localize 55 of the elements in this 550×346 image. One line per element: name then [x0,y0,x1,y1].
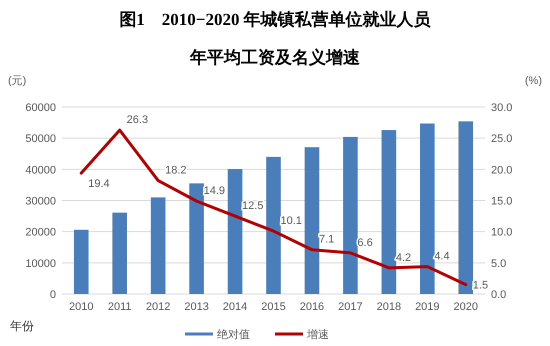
x-tick-label: 2010 [68,301,94,313]
y-tick-label: 10000 [25,258,56,270]
y2-tick-label: 25.0 [491,133,512,146]
data-label: 12.5 [242,200,264,212]
x-tick-label: 2017 [338,301,363,313]
data-label: 18.2 [165,164,187,177]
legend-label: 绝对值 [217,328,250,341]
x-tick-label: 2018 [376,301,402,313]
chart-subtitle: 年平均工资及名义增速 [189,48,360,67]
x-tick-label: 2015 [261,301,286,313]
line-series [80,128,468,286]
y-tick-label: 40000 [25,164,56,176]
bar [228,169,242,294]
data-label: 26.3 [126,114,148,126]
x-tick-label: 2011 [108,301,132,313]
y-tick-label: 50000 [25,133,56,146]
data-label: 19.4 [88,178,110,190]
y2-tick-label: 15.0 [491,196,512,208]
x-tick-label: 2014 [222,301,248,313]
x-tick-label: 2013 [184,301,209,313]
y-tick-label: 20000 [25,226,56,239]
data-label: 6.6 [357,236,373,249]
bar [420,124,435,294]
y2-tick-label: 0.0 [491,289,506,301]
y2-tick-label: 10.0 [491,226,512,239]
x-axis-title: 年份 [10,319,34,333]
y-tick-label: 30000 [25,196,56,208]
y2-axis-title: (%) [524,75,542,87]
chart-title: 图1 2010−2020 年城镇私营单位就业人员 [119,10,432,29]
bar [458,121,474,294]
x-tick-label: 2012 [146,301,170,313]
bar [304,147,320,294]
y2-tick-label: 5.0 [491,258,506,270]
y2-tick-label: 20.0 [491,164,512,176]
y-axis-title: (元) [8,75,26,87]
bar [266,156,281,294]
data-label: 10.1 [280,215,302,228]
data-label: 4.4 [434,250,450,263]
x-tick-label: 2019 [415,301,440,313]
y-tick-label: 0 [50,289,56,301]
bar [189,183,204,294]
bar [343,136,358,294]
bar [150,197,166,294]
y-tick-label: 60000 [25,102,56,114]
x-tick-label: 2020 [454,301,478,313]
data-label: 7.1 [318,234,334,246]
bar [112,212,127,294]
y2-tick-label: 30.0 [491,102,512,114]
bar [382,130,396,294]
legend-label: 增速 [306,328,329,341]
data-label: 4.2 [396,252,412,264]
x-tick-label: 2016 [300,301,324,313]
data-label: 1.5 [472,280,488,292]
data-label: 14.9 [204,185,226,198]
bar [74,230,89,294]
